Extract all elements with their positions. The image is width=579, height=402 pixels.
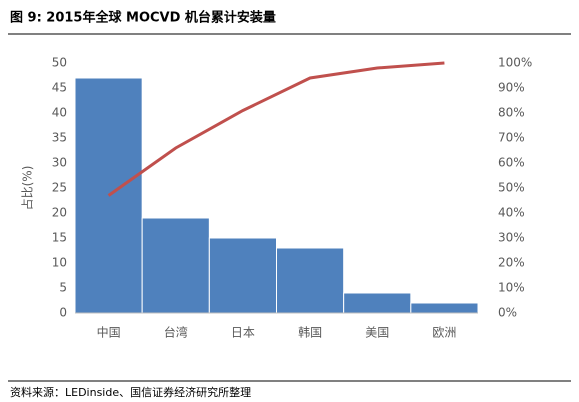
x-tick-label: 台湾 [164,325,188,340]
y-tick-label: 35 [52,131,67,145]
y-tick-label: 15 [52,231,67,245]
bar [276,247,345,314]
y-axis-label: 占比(%) [20,166,35,211]
y-tick-label: 0 [59,306,67,320]
bar [208,237,277,314]
y-tick-label: 5 [59,281,67,295]
x-tick-label: 中国 [97,325,121,340]
y-tick-label: 25 [52,181,67,195]
bar [74,77,143,314]
y2-tick-label: 30% [498,231,525,245]
bar [343,292,412,314]
y2-tick-label: 0% [498,306,517,320]
y2-tick-label: 10% [498,281,525,295]
y2-tick-label: 70% [498,131,525,145]
chart-title: 图 9: 2015年全球 MOCVD 机台累计安装量 [10,10,276,26]
x-tick-label: 韩国 [298,325,322,340]
source: 资料来源：LEDinside、国信证券经济研究所整理 [10,385,251,399]
bar [410,302,479,314]
y2-tick-label: 40% [498,206,525,220]
bar [141,217,210,314]
y2-tick-label: 60% [498,156,525,170]
x-tick-label: 美国 [365,326,389,340]
x-tick-label: 欧洲 [432,326,456,340]
y-tick-label: 50 [52,56,67,70]
line [107,61,445,197]
y-tick-label: 10 [52,256,67,270]
y-tick-label: 40 [52,106,67,120]
y2-tick-label: 90% [498,81,525,95]
x-tick-label: 日本 [231,326,255,340]
y2-tick-label: 50% [498,181,525,195]
y2-tick-label: 100% [498,56,532,70]
y-tick-label: 45 [52,81,67,95]
y-tick-label: 20 [52,206,67,220]
y2-tick-label: 20% [498,256,525,270]
y-tick-label: 30 [52,156,67,170]
y2-tick-label: 80% [498,106,525,120]
